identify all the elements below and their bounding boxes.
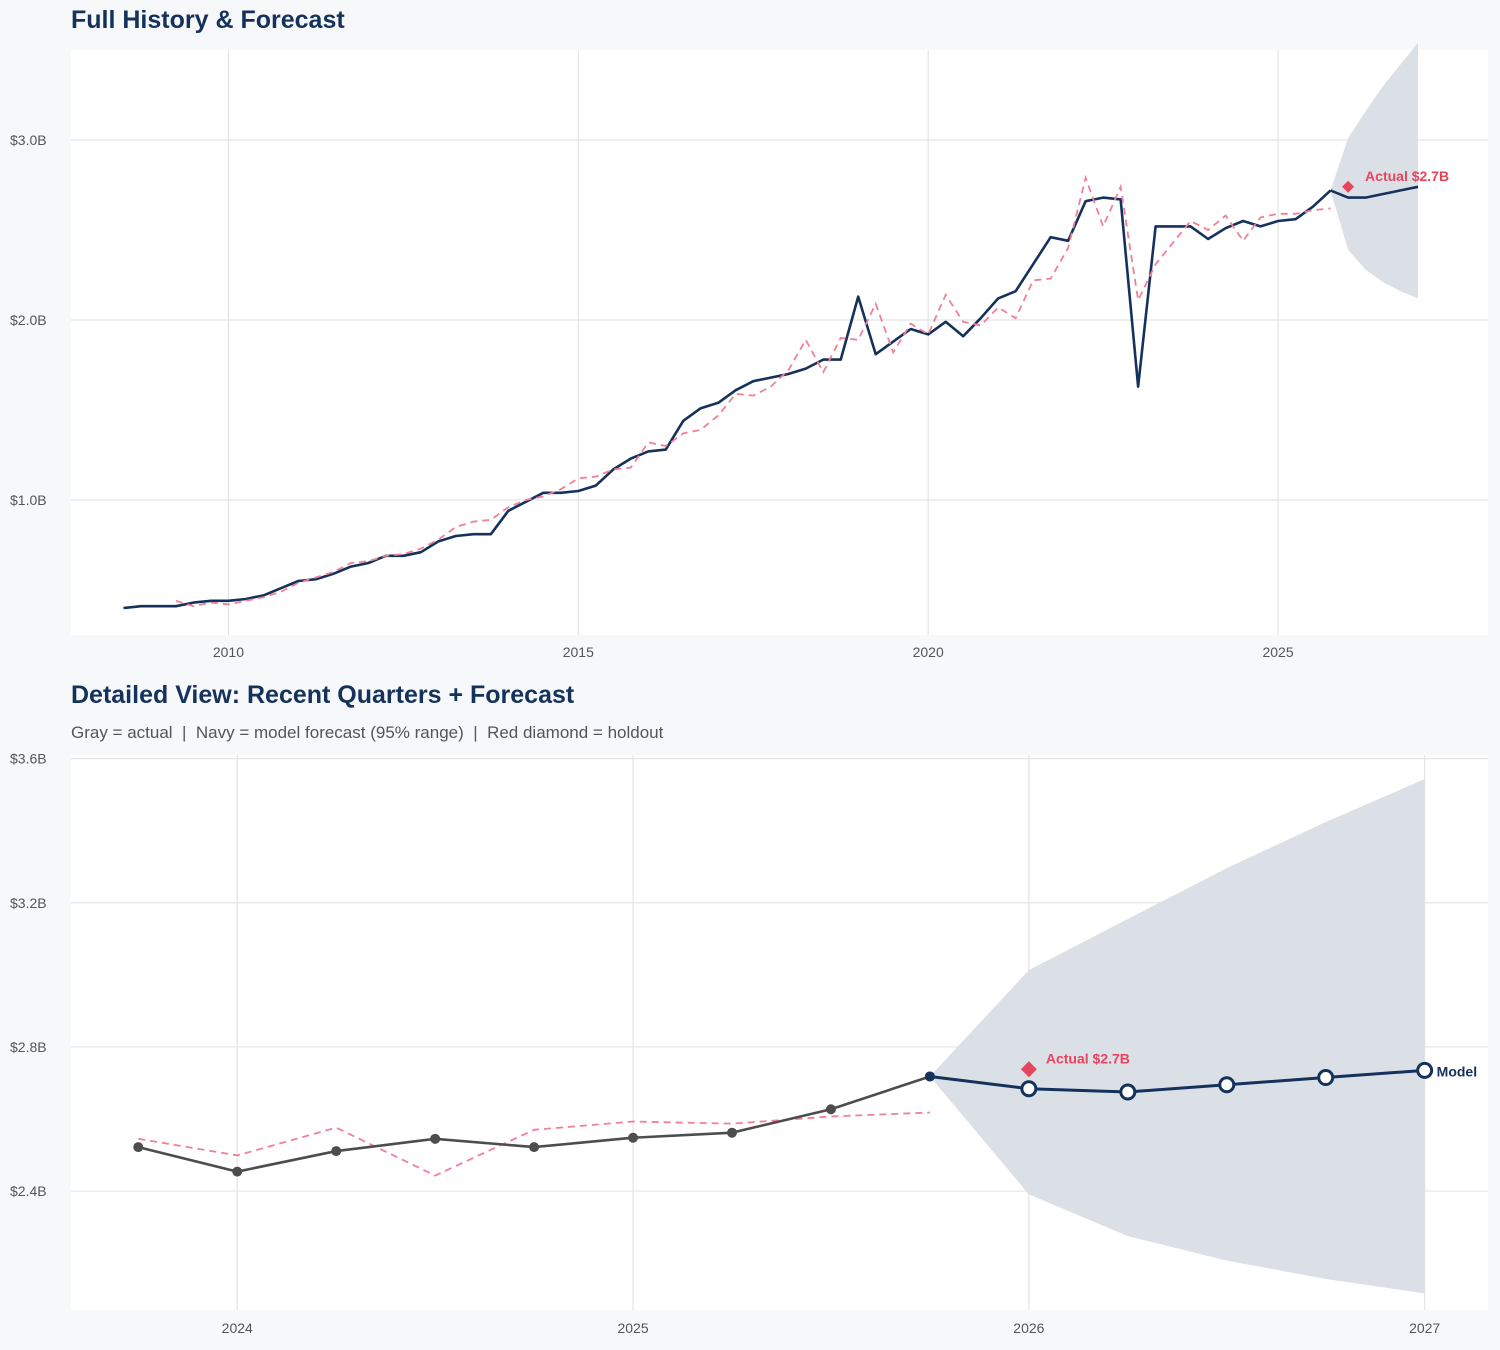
y-tick-label: $2.4B bbox=[10, 1183, 47, 1199]
y-tick-label: $2.0B bbox=[10, 312, 47, 328]
actual-point bbox=[331, 1146, 342, 1157]
actual-point bbox=[825, 1104, 836, 1115]
x-tick-label: 2025 bbox=[617, 1320, 648, 1336]
forecast-point bbox=[1317, 1069, 1335, 1087]
forecast-start-point bbox=[924, 1071, 935, 1082]
y-tick-label: $3.2B bbox=[10, 895, 47, 911]
x-tick-label: 2024 bbox=[222, 1320, 253, 1336]
forecast-point bbox=[1119, 1083, 1137, 1101]
y-tick-label: $1.0B bbox=[10, 492, 47, 508]
chart-title-top: Full History & Forecast bbox=[71, 6, 345, 34]
holdout-label: Actual $2.7B bbox=[1046, 1050, 1130, 1066]
x-tick-label: 2025 bbox=[1262, 644, 1293, 660]
dashed-series-line bbox=[138, 1111, 930, 1177]
holdout-label: Actual $2.7B bbox=[1365, 168, 1449, 184]
actual-point bbox=[628, 1132, 639, 1143]
actual-point bbox=[727, 1127, 738, 1138]
chart-subtitle: Gray = actual | Navy = model forecast (9… bbox=[71, 723, 664, 742]
dashed-series-line bbox=[175, 174, 1331, 608]
actual-point bbox=[430, 1133, 441, 1144]
x-tick-label: 2015 bbox=[563, 644, 594, 660]
holdout-diamond bbox=[1342, 180, 1355, 193]
y-tick-label: $3.6B bbox=[10, 751, 47, 767]
x-tick-label: 2027 bbox=[1409, 1320, 1440, 1336]
holdout-diamond bbox=[1020, 1061, 1037, 1078]
forecast-point bbox=[1416, 1061, 1434, 1079]
history-line bbox=[123, 189, 1332, 610]
x-tick-label: 2020 bbox=[913, 644, 944, 660]
x-tick-label: 2026 bbox=[1013, 1320, 1044, 1336]
forecast-line bbox=[929, 1068, 1425, 1094]
forecast-band bbox=[929, 779, 1425, 1294]
chart-title-bottom: Detailed View: Recent Quarters + Forecas… bbox=[71, 681, 575, 709]
forecast-point bbox=[1218, 1076, 1236, 1094]
forecast-point bbox=[1020, 1080, 1038, 1098]
actual-point bbox=[133, 1142, 144, 1153]
chart-0: 2010 2015 2020 2025 $1.0B $2.0B $3.0B Actual $2… bbox=[10, 42, 1488, 660]
actual-point bbox=[529, 1142, 540, 1153]
y-tick-label: $2.8B bbox=[10, 1039, 47, 1055]
actual-point bbox=[232, 1166, 243, 1177]
x-tick-label: 2010 bbox=[213, 644, 244, 660]
forecast-band bbox=[1330, 42, 1419, 299]
y-tick-label: $3.0B bbox=[10, 132, 47, 148]
model-end-label: Model bbox=[1437, 1063, 1477, 1079]
chart-1: 2024 2025 2026 2027 $2.4B $2.8B $3.2B $3.6B Mode… bbox=[10, 751, 1488, 1336]
plot-area bbox=[71, 50, 1488, 635]
forecast-line bbox=[1330, 185, 1419, 199]
